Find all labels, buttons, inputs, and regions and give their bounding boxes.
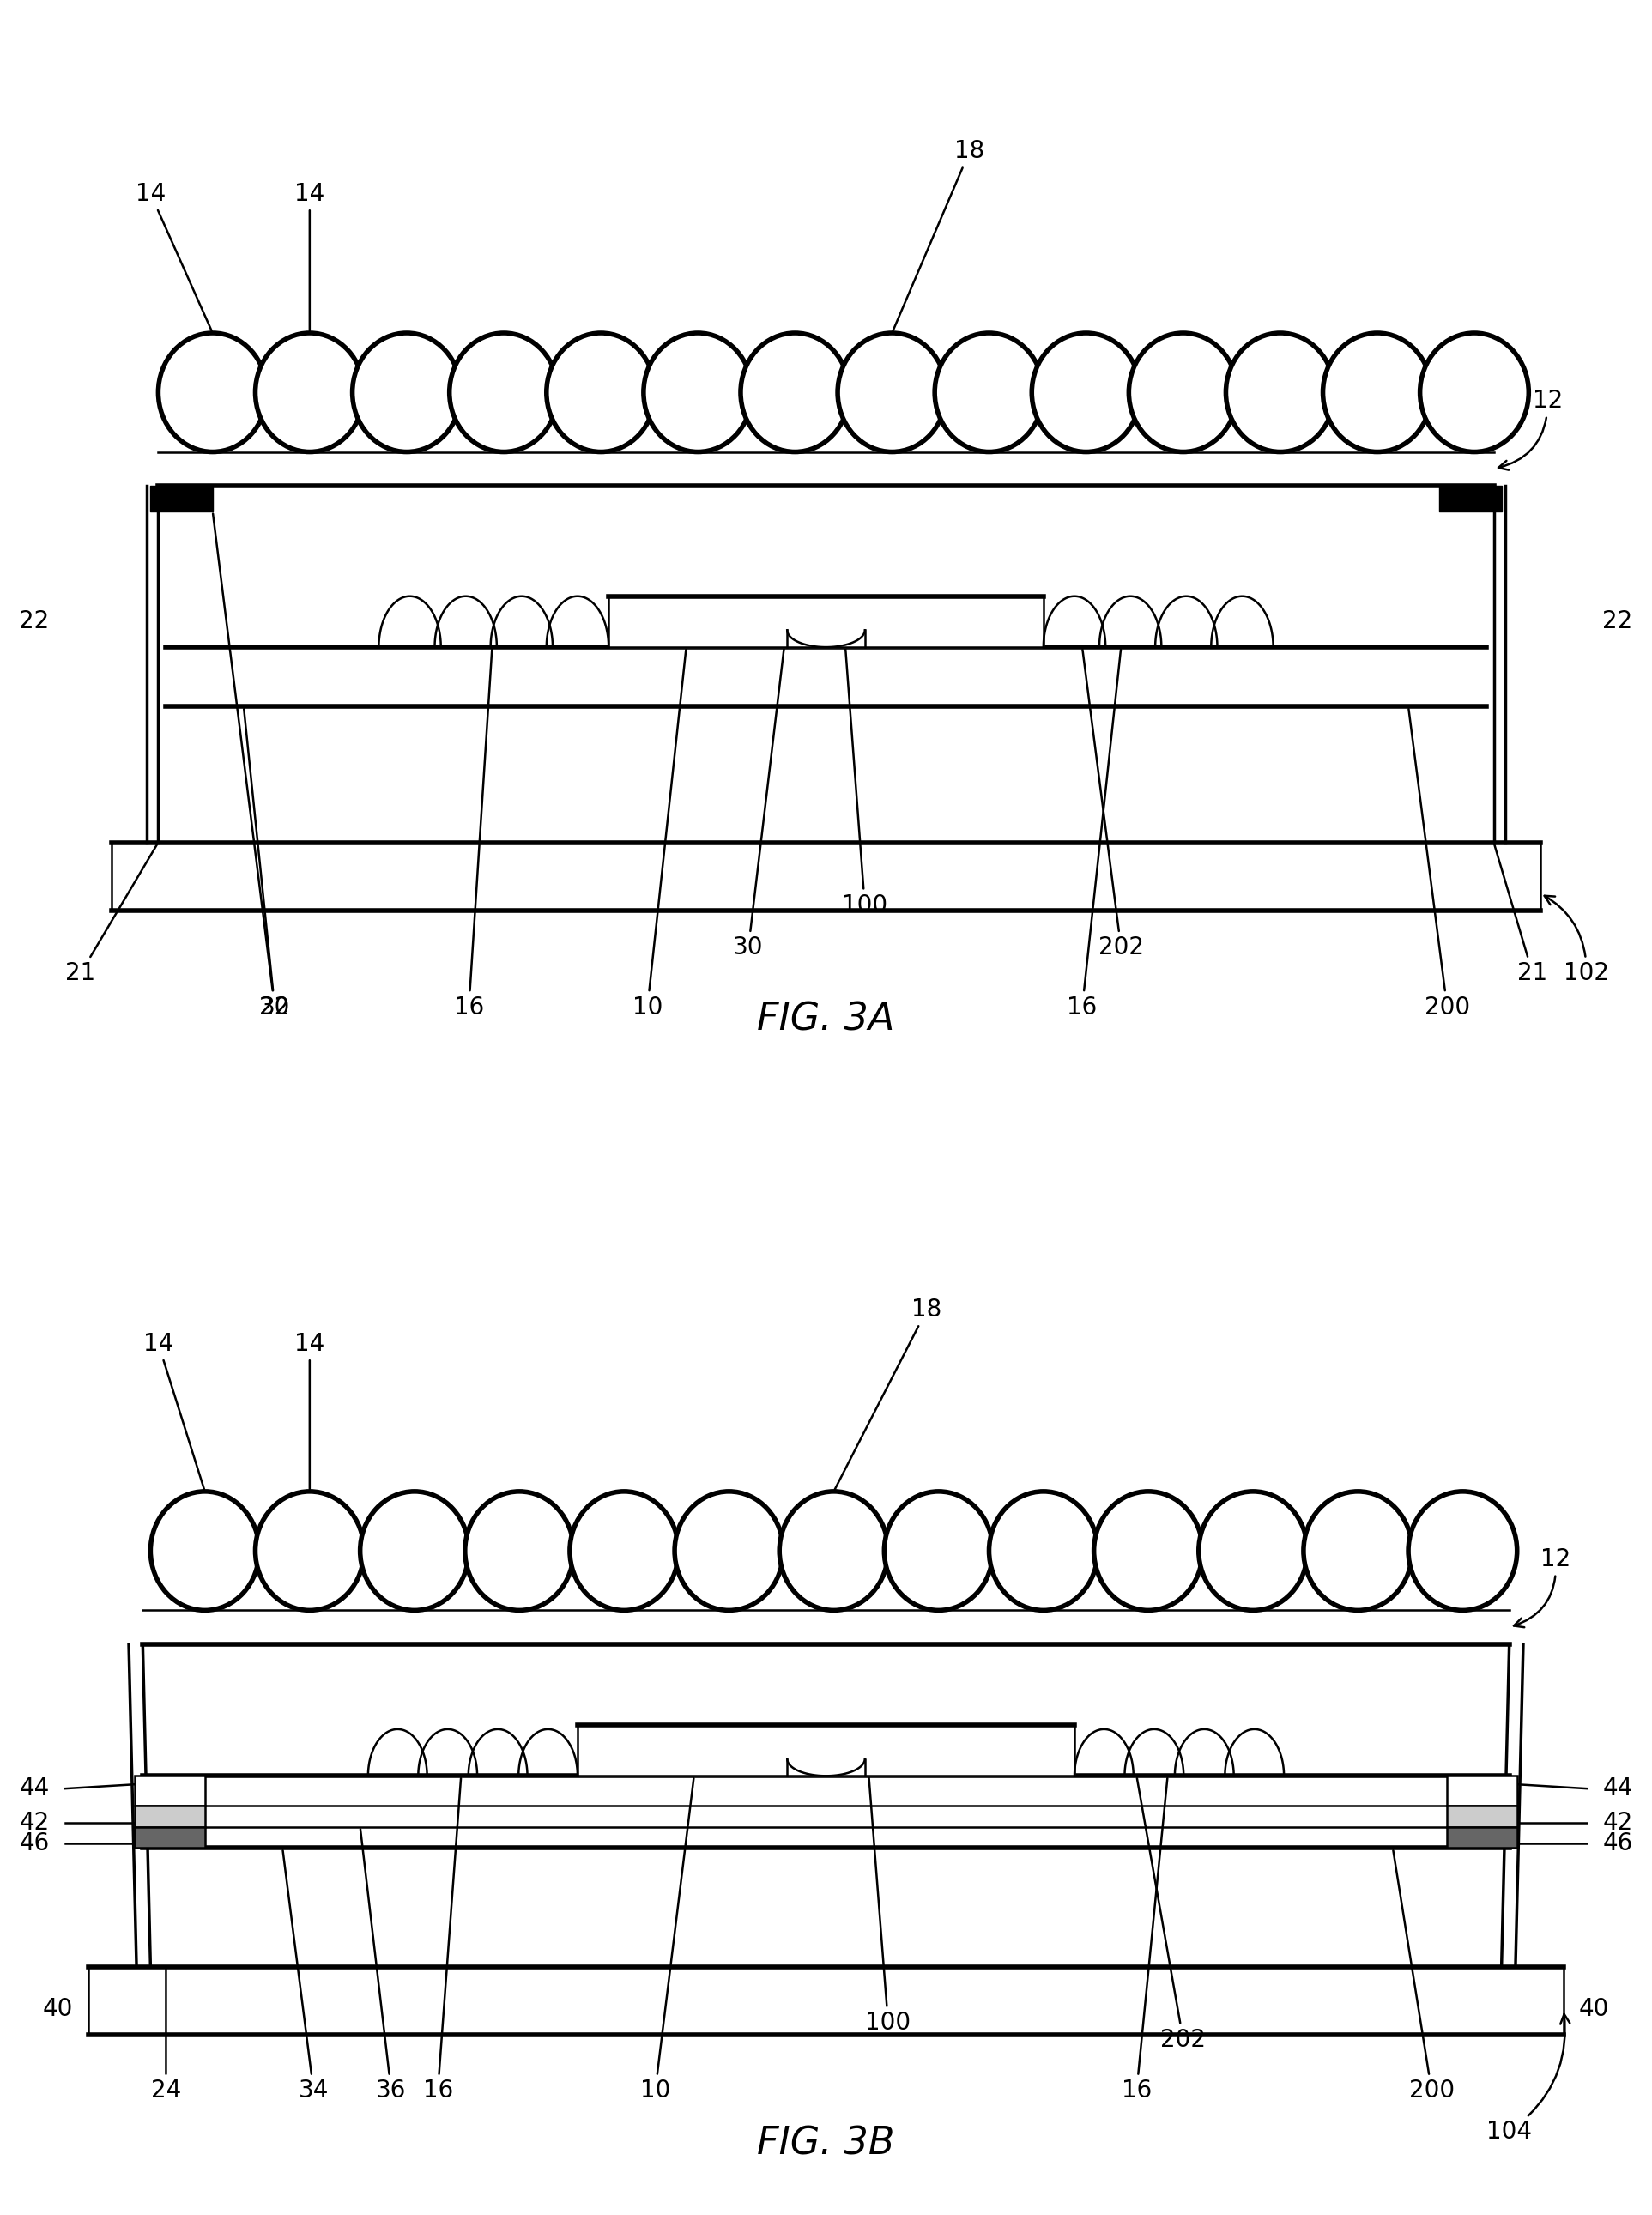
Text: 16: 16 (423, 1779, 461, 2102)
Circle shape (780, 1491, 889, 1610)
Circle shape (1032, 332, 1140, 452)
Text: 44: 44 (1602, 1776, 1632, 1801)
Text: 14: 14 (144, 1331, 205, 1488)
Circle shape (644, 332, 752, 452)
Text: 200: 200 (1409, 709, 1470, 1019)
Circle shape (674, 1491, 783, 1610)
Text: 46: 46 (20, 1832, 50, 1856)
Text: 22: 22 (1602, 609, 1632, 633)
Text: 202: 202 (1082, 649, 1143, 959)
Circle shape (1323, 332, 1432, 452)
Text: 30: 30 (733, 625, 786, 959)
Circle shape (1408, 1491, 1517, 1610)
Circle shape (352, 332, 461, 452)
Bar (135, 1776, 205, 1805)
Circle shape (256, 332, 363, 452)
Bar (1447, 1827, 1517, 1847)
Text: 18: 18 (894, 140, 985, 330)
Circle shape (150, 1491, 259, 1610)
Circle shape (547, 332, 656, 452)
Text: 24: 24 (150, 1969, 182, 2102)
Bar (1447, 1805, 1517, 1827)
Text: 40: 40 (1579, 1998, 1609, 2022)
Circle shape (838, 332, 947, 452)
Text: 102: 102 (1545, 895, 1609, 986)
Text: 22: 22 (20, 609, 50, 633)
Text: 44: 44 (20, 1776, 50, 1801)
Circle shape (1128, 332, 1237, 452)
Text: 34: 34 (282, 1850, 329, 2102)
Text: 100: 100 (843, 598, 887, 917)
Text: 20: 20 (244, 709, 289, 1019)
Bar (135, 1827, 205, 1847)
Circle shape (1421, 332, 1528, 452)
Bar (1447, 1776, 1517, 1805)
Text: 100: 100 (866, 1728, 910, 2036)
Circle shape (740, 332, 849, 452)
Text: 12: 12 (1498, 390, 1563, 470)
Text: 36: 36 (360, 1830, 406, 2102)
Bar (135, 1805, 205, 1827)
Text: 40: 40 (43, 1998, 73, 2022)
Circle shape (1199, 1491, 1307, 1610)
Text: 10: 10 (639, 1779, 694, 2102)
Text: FIG. 3B: FIG. 3B (757, 2126, 895, 2162)
Text: 21: 21 (66, 844, 157, 986)
Text: 18: 18 (834, 1298, 942, 1488)
Text: 16: 16 (454, 649, 492, 1019)
Circle shape (360, 1491, 469, 1610)
Text: 42: 42 (1602, 1810, 1632, 1834)
Text: FIG. 3A: FIG. 3A (757, 1001, 895, 1037)
Text: 12: 12 (1513, 1548, 1571, 1628)
Circle shape (159, 332, 268, 452)
Circle shape (935, 332, 1044, 452)
Text: 16: 16 (1122, 1779, 1168, 2102)
Circle shape (449, 332, 558, 452)
Text: 16: 16 (1067, 649, 1120, 1019)
Circle shape (256, 1491, 363, 1610)
Circle shape (1094, 1491, 1203, 1610)
Text: 42: 42 (20, 1810, 50, 1834)
Text: 14: 14 (294, 182, 325, 330)
Circle shape (884, 1491, 993, 1610)
Text: 104: 104 (1487, 2013, 1569, 2144)
Text: 10: 10 (633, 649, 686, 1019)
Circle shape (1226, 332, 1335, 452)
Text: 200: 200 (1393, 1850, 1454, 2102)
Text: 46: 46 (1602, 1832, 1632, 1856)
Circle shape (464, 1491, 573, 1610)
Circle shape (990, 1491, 1097, 1610)
Text: 202: 202 (1137, 1779, 1206, 2051)
Text: 21: 21 (1495, 844, 1548, 986)
Text: 14: 14 (294, 1331, 325, 1488)
Circle shape (1303, 1491, 1412, 1610)
Circle shape (570, 1491, 679, 1610)
Text: 14: 14 (135, 182, 211, 330)
Text: 32: 32 (213, 514, 289, 1019)
